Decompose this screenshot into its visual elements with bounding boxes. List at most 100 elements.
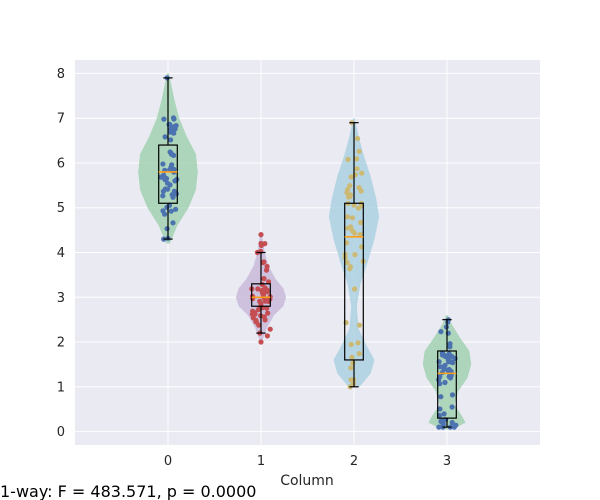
strip-point-2 xyxy=(356,148,362,154)
strip-point-3 xyxy=(449,353,455,360)
strip-point-3 xyxy=(453,422,459,428)
strip-point-2 xyxy=(359,170,365,176)
strip-point-0 xyxy=(160,193,166,199)
strip-point-0 xyxy=(164,226,170,232)
strip-point-2 xyxy=(352,286,358,292)
strip-point-2 xyxy=(347,183,353,189)
strip-point-1 xyxy=(259,290,266,296)
strip-point-2 xyxy=(354,166,360,172)
strip-point-1 xyxy=(263,267,270,273)
strip-point-2 xyxy=(347,266,353,272)
strip-point-1 xyxy=(258,240,264,247)
strip-point-0 xyxy=(170,194,176,200)
strip-point-0 xyxy=(165,186,171,192)
strip-point-2 xyxy=(348,341,354,348)
strip-point-1 xyxy=(259,281,265,288)
strip-point-0 xyxy=(164,180,171,186)
strip-point-0 xyxy=(170,220,176,226)
strip-point-2 xyxy=(348,174,354,180)
x-tick-label: 3 xyxy=(443,454,451,469)
y-tick-label: 4 xyxy=(57,246,65,261)
strip-point-0 xyxy=(166,122,172,128)
strip-point-0 xyxy=(169,162,175,168)
strip-point-3 xyxy=(441,366,447,372)
strip-point-3 xyxy=(440,420,446,426)
strip-point-2 xyxy=(344,214,351,220)
x-tick-label: 2 xyxy=(350,454,358,469)
strip-point-3 xyxy=(446,366,452,373)
strip-point-3 xyxy=(441,411,447,417)
strip-point-2 xyxy=(345,225,351,231)
box-2 xyxy=(344,202,364,361)
strip-point-2 xyxy=(345,156,351,163)
strip-point-1 xyxy=(258,232,264,238)
strip-point-1 xyxy=(264,297,270,303)
y-tick-label: 1 xyxy=(57,380,65,395)
strip-point-3 xyxy=(438,329,444,335)
strip-point-0 xyxy=(168,126,174,132)
strip-point-2 xyxy=(356,351,362,357)
strip-point-3 xyxy=(445,357,451,363)
strip-point-1 xyxy=(255,307,261,313)
strip-point-3 xyxy=(437,406,443,412)
strip-point-2 xyxy=(348,365,354,371)
strip-point-0 xyxy=(168,151,174,157)
strip-point-2 xyxy=(350,360,356,366)
tick-labels: 0 1 2 3 4 5 6 7 8 0 1 2 3 xyxy=(57,67,451,469)
y-tick-label: 0 xyxy=(57,425,65,440)
strip-point-2 xyxy=(349,215,356,221)
strip-point-1 xyxy=(267,326,273,332)
strip-point-1 xyxy=(255,286,261,292)
strip-point-2 xyxy=(357,231,363,238)
strip-point-2 xyxy=(344,259,350,266)
strip-point-0 xyxy=(171,130,177,136)
strip-point-2 xyxy=(358,219,364,226)
strip-point-1 xyxy=(261,276,267,282)
strip-point-2 xyxy=(356,322,363,328)
strip-point-0 xyxy=(171,116,177,122)
grid-lines xyxy=(75,60,540,445)
strip-point-3 xyxy=(436,424,442,430)
strip-point-1 xyxy=(265,310,271,316)
strip-point-1 xyxy=(256,322,262,328)
strip-point-1 xyxy=(257,298,263,304)
strip-point-0 xyxy=(162,211,168,217)
strip-point-0 xyxy=(162,176,168,183)
strip-point-2 xyxy=(352,252,358,258)
strip-point-0 xyxy=(173,206,179,212)
y-tick-label: 8 xyxy=(57,67,65,82)
y-tick-label: 3 xyxy=(57,291,65,306)
strip-point-3 xyxy=(450,360,456,366)
x-tick-label: 1 xyxy=(257,454,265,469)
y-tick-label: 7 xyxy=(57,112,65,127)
strip-point-3 xyxy=(449,419,455,426)
violin-0 xyxy=(138,73,198,244)
strip-point-1 xyxy=(262,317,268,323)
box-3 xyxy=(437,350,457,419)
strip-point-2 xyxy=(354,156,360,162)
strip-point-0 xyxy=(168,137,174,143)
strip-point-2 xyxy=(349,354,355,360)
strip-point-0 xyxy=(168,208,174,214)
strip-point-0 xyxy=(161,116,167,122)
strip-point-2 xyxy=(355,340,361,346)
strip-point-0 xyxy=(167,167,173,173)
strip-point-1 xyxy=(249,311,255,317)
strip-point-3 xyxy=(447,341,453,347)
box-1 xyxy=(251,283,271,307)
strip-point-3 xyxy=(449,392,456,398)
y-tick-label: 2 xyxy=(57,336,65,351)
strip-point-3 xyxy=(437,374,443,380)
box-0 xyxy=(158,144,178,204)
strip-point-2 xyxy=(345,194,352,200)
strip-point-3 xyxy=(449,404,455,410)
strip-point-0 xyxy=(173,123,179,129)
strip-point-3 xyxy=(442,353,448,359)
box-plots xyxy=(158,77,457,428)
strip-point-3 xyxy=(438,394,444,400)
strip-point-2 xyxy=(358,188,364,194)
strip-point-3 xyxy=(437,381,443,387)
strip-point-1 xyxy=(266,279,272,285)
strip-point-2 xyxy=(345,186,351,193)
